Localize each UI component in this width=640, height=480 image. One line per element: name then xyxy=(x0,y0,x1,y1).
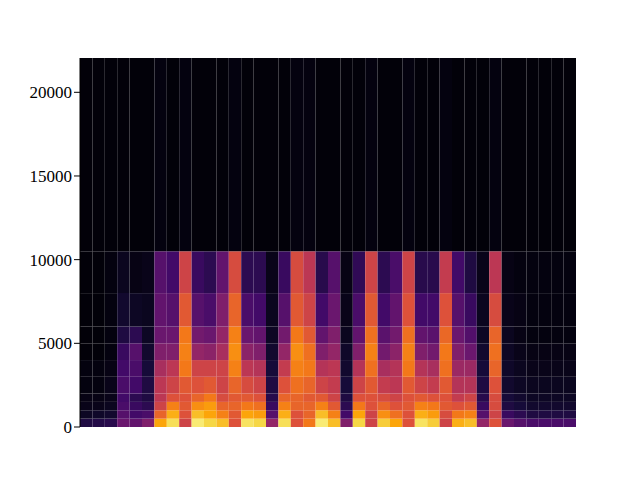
svg-text:15000: 15000 xyxy=(30,167,73,186)
svg-text:10000: 10000 xyxy=(30,251,73,270)
svg-text:20000: 20000 xyxy=(30,83,73,102)
svg-text:0: 0 xyxy=(64,418,73,437)
svg-text:5000: 5000 xyxy=(38,334,72,353)
